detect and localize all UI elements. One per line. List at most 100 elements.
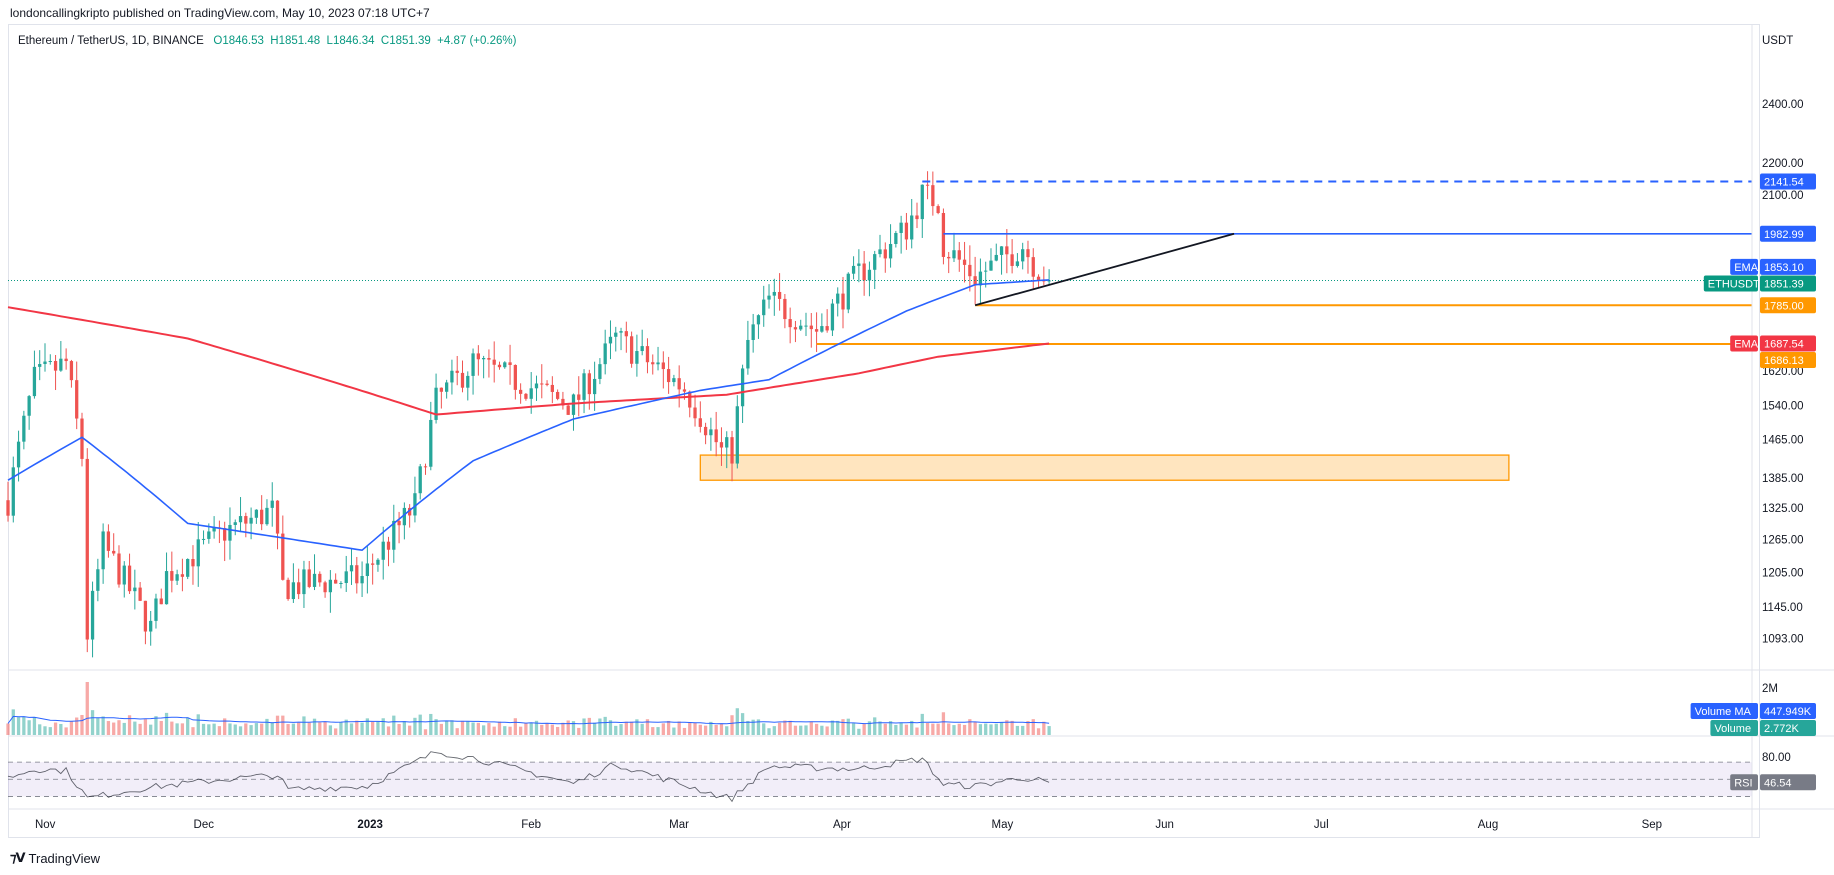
rsi-tag-label-box: [1730, 774, 1758, 791]
volume-bar: [466, 721, 470, 735]
candle-body: [402, 507, 407, 526]
candle-body: [270, 500, 274, 508]
ascending-trendline: [974, 232, 1235, 307]
time-tick-label: Jun: [1155, 819, 1174, 831]
volume-bar: [614, 725, 618, 735]
candle-body: [846, 273, 850, 310]
volume-bar: [476, 722, 480, 735]
volume-bar: [418, 714, 422, 735]
candle-body: [561, 398, 565, 406]
price-tag-3-label-box: [1703, 275, 1758, 292]
candle-body: [312, 573, 317, 587]
volume-bar: [275, 715, 280, 735]
volume-bar: [386, 726, 391, 735]
rsi-tag-value: 46.54: [1764, 777, 1792, 789]
candle-body: [873, 254, 877, 270]
candle-body: [682, 389, 687, 392]
volume-bar: [38, 724, 42, 735]
candle-body: [418, 466, 422, 494]
candle-body: [1005, 246, 1009, 255]
demand-zone: [699, 454, 1510, 481]
candle-body: [249, 517, 253, 524]
volume-bar: [698, 724, 702, 735]
price-tick-label: 1265.00: [1762, 534, 1804, 546]
candle-body: [571, 394, 576, 415]
candle-body: [894, 232, 898, 244]
volume-bar: [228, 723, 232, 735]
volume-bar: [688, 722, 692, 735]
rsi-line: [7, 751, 1050, 803]
volume-bar: [223, 718, 227, 735]
volume-bar: [376, 721, 380, 735]
candle-body: [281, 533, 285, 580]
candle-body: [392, 520, 396, 550]
candle-body: [96, 569, 100, 591]
volume-bar: [22, 716, 26, 735]
candle-body: [540, 383, 544, 385]
publisher-line: londoncallingkripto published on Trading…: [10, 6, 430, 20]
volume-bar: [714, 724, 718, 735]
candle-body: [698, 418, 702, 427]
volume-bar: [608, 720, 613, 735]
volume-bar: [973, 721, 977, 735]
candle-body: [90, 590, 95, 640]
volume-bar: [941, 712, 946, 735]
volume-bar: [59, 723, 63, 735]
volume-bar: [381, 718, 385, 735]
candle-body: [952, 250, 956, 259]
candle-body: [434, 387, 438, 420]
volume-bar: [48, 727, 52, 735]
volume-bar: [920, 713, 924, 735]
candle-body: [962, 259, 967, 265]
candle-body: [804, 325, 808, 327]
volume-bar: [867, 721, 872, 735]
candle-body: [651, 362, 655, 365]
candle-body: [587, 373, 591, 395]
candle-body: [629, 336, 634, 364]
volume-bar: [471, 722, 475, 735]
candle-body: [603, 343, 607, 365]
volume-bar: [149, 724, 153, 735]
volume-bar: [693, 722, 697, 735]
price-tick-label: 1325.00: [1762, 503, 1804, 515]
candle-body: [756, 315, 761, 325]
candle-body: [466, 375, 470, 388]
symbol-name: Ethereum / TetherUS, 1D, BINANCE: [18, 35, 204, 47]
candle-body: [910, 215, 914, 240]
volume-bar: [307, 722, 311, 735]
candle-body: [397, 520, 401, 526]
candle-body: [170, 571, 174, 581]
candle-body: [989, 260, 993, 271]
candle-body: [291, 582, 296, 600]
volume-bar: [719, 723, 724, 735]
volume-bar: [43, 726, 47, 735]
price-tag-2-label-box: [1730, 258, 1758, 275]
tradingview-logo-icon: ⁊𝗩: [10, 850, 26, 865]
volume-bar: [254, 723, 259, 735]
volume-bar: [244, 723, 248, 735]
volume-bar: [862, 724, 866, 735]
candle-body: [1010, 254, 1014, 266]
volume-bar: [888, 721, 893, 735]
volume-bar: [6, 723, 10, 735]
volume-bar: [968, 719, 972, 735]
volume-bar: [1047, 726, 1051, 735]
volume-bar: [582, 718, 586, 735]
price-tick-label: 2400.00: [1762, 99, 1804, 111]
legend-high: H1851.48: [270, 35, 321, 47]
candle-body: [709, 429, 713, 436]
candle-body: [666, 369, 671, 383]
volume-bar: [112, 722, 116, 735]
volume-bar: [455, 728, 459, 735]
candle-body: [851, 265, 856, 274]
volume-bar: [291, 723, 296, 735]
candle-body: [513, 364, 517, 390]
candle-body: [318, 573, 322, 583]
candle-body: [75, 380, 79, 419]
candle-body: [915, 215, 919, 220]
candle-body: [688, 391, 692, 408]
volume-bar: [297, 722, 301, 735]
candle-body: [69, 361, 74, 381]
volume-bar: [434, 719, 438, 735]
